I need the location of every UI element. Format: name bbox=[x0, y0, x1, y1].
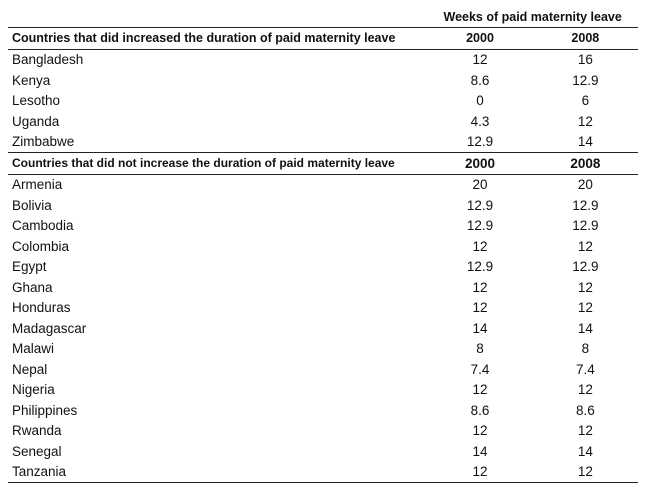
table-row: Uganda 4.3 12 bbox=[8, 111, 638, 132]
country-cell: Colombia bbox=[12, 238, 70, 254]
value-2008-cell: 8 bbox=[581, 341, 590, 357]
column-header-2008: 2008 bbox=[571, 31, 600, 46]
column-header-2008: 2008 bbox=[570, 155, 601, 171]
table-row: Bolivia 12.9 12.9 bbox=[8, 195, 638, 216]
table-row: Cambodia 12.9 12.9 bbox=[8, 216, 638, 237]
table-row: Armenia 20 20 bbox=[8, 175, 638, 196]
table-row: Senegal 14 14 bbox=[8, 441, 638, 462]
value-2008-cell: 12.9 bbox=[572, 259, 599, 275]
value-2008-cell: 14 bbox=[577, 320, 593, 336]
value-2008-cell: 12 bbox=[577, 300, 593, 316]
table-row: Egypt 12.9 12.9 bbox=[8, 257, 638, 278]
country-cell: Kenya bbox=[12, 72, 51, 88]
table-row: Honduras 12 12 bbox=[8, 298, 638, 319]
table-row: Madagascar 14 14 bbox=[8, 318, 638, 339]
country-cell: Bangladesh bbox=[12, 52, 84, 68]
table-bottom-rule bbox=[8, 482, 638, 483]
table-row: Colombia 12 12 bbox=[8, 236, 638, 257]
value-2008-cell: 12.9 bbox=[572, 197, 599, 213]
value-2000-cell: 14 bbox=[472, 320, 488, 336]
table-row: Rwanda 12 12 bbox=[8, 421, 638, 442]
value-2000-cell: 12 bbox=[472, 464, 488, 480]
value-2008-cell: 12 bbox=[577, 423, 593, 439]
value-2000-cell: 12.9 bbox=[466, 218, 494, 234]
value-2000-cell: 12 bbox=[472, 423, 488, 439]
value-2008-cell: 20 bbox=[577, 177, 593, 193]
table-row: Kenya 8.6 12.9 bbox=[8, 70, 638, 91]
table-body: Countries that did increased the duratio… bbox=[8, 27, 638, 482]
table-row: Nigeria 12 12 bbox=[8, 380, 638, 401]
value-2000-cell: 12 bbox=[472, 52, 488, 68]
value-2000-cell: 12.9 bbox=[466, 259, 494, 275]
country-cell: Senegal bbox=[12, 443, 62, 459]
value-2000-cell: 8.6 bbox=[470, 72, 490, 88]
value-2008-cell: 16 bbox=[577, 52, 593, 68]
value-2000-cell: 12.9 bbox=[466, 197, 494, 213]
country-cell: Ghana bbox=[12, 279, 53, 295]
value-2000-cell: 12 bbox=[472, 382, 488, 398]
country-cell: Bolivia bbox=[12, 197, 52, 213]
value-2008-cell: 6 bbox=[581, 93, 590, 109]
value-2008-cell: 12 bbox=[577, 113, 593, 129]
table-row: Ghana 12 12 bbox=[8, 277, 638, 298]
country-cell: Malawi bbox=[12, 341, 55, 357]
section-title: Countries that did not increase the dura… bbox=[12, 156, 395, 171]
value-2008-cell: 12 bbox=[577, 279, 593, 295]
value-2000-cell: 7.4 bbox=[470, 361, 490, 377]
country-cell: Philippines bbox=[12, 402, 78, 418]
country-cell: Honduras bbox=[12, 300, 71, 316]
country-cell: Rwanda bbox=[12, 423, 62, 439]
country-cell: Tanzania bbox=[12, 464, 67, 480]
value-2000-cell: 0 bbox=[476, 93, 484, 109]
section-header-row: Countries that did not increase the dura… bbox=[8, 152, 638, 175]
column-header-2000: 2000 bbox=[464, 155, 496, 171]
value-2000-cell: 12 bbox=[472, 279, 488, 295]
value-2008-cell: 14 bbox=[577, 443, 593, 459]
country-cell: Armenia bbox=[12, 177, 63, 193]
country-cell: Cambodia bbox=[12, 218, 74, 234]
value-2008-cell: 8.6 bbox=[575, 402, 595, 418]
value-2000-cell: 4.3 bbox=[470, 113, 490, 129]
section-title: Countries that did increased the duratio… bbox=[12, 31, 396, 46]
value-2000-cell: 20 bbox=[472, 177, 488, 193]
value-2000-cell: 12 bbox=[472, 300, 488, 316]
country-cell: Nepal bbox=[12, 361, 48, 377]
table-row: Zimbabwe 12.9 14 bbox=[8, 132, 638, 153]
value-2000-cell: 8.6 bbox=[470, 402, 490, 418]
column-group-label: Weeks of paid maternity leave bbox=[443, 10, 622, 24]
column-group-header-row: Weeks of paid maternity leave bbox=[8, 7, 638, 27]
value-2000-cell: 8 bbox=[476, 341, 484, 357]
value-2008-cell: 14 bbox=[577, 134, 593, 150]
column-header-2000: 2000 bbox=[466, 31, 494, 46]
value-2008-cell: 12.9 bbox=[572, 72, 599, 88]
table-row: Lesotho 0 6 bbox=[8, 91, 638, 112]
country-cell: Egypt bbox=[12, 259, 47, 275]
table-row: Malawi 8 8 bbox=[8, 339, 638, 360]
country-cell: Nigeria bbox=[12, 382, 55, 398]
maternity-leave-table: Weeks of paid maternity leave Countries … bbox=[8, 7, 638, 483]
country-cell: Zimbabwe bbox=[12, 134, 75, 150]
value-2000-cell: 12 bbox=[472, 238, 488, 254]
value-2000-cell: 12.9 bbox=[466, 134, 494, 150]
value-2008-cell: 12 bbox=[577, 382, 593, 398]
country-cell: Lesotho bbox=[12, 93, 61, 109]
value-2008-cell: 7.4 bbox=[575, 361, 595, 377]
country-cell: Uganda bbox=[12, 113, 60, 129]
section-header-row: Countries that did increased the duratio… bbox=[8, 27, 638, 50]
value-2008-cell: 12 bbox=[577, 238, 593, 254]
table-row: Philippines 8.6 8.6 bbox=[8, 400, 638, 421]
table-row: Nepal 7.4 7.4 bbox=[8, 359, 638, 380]
value-2008-cell: 12 bbox=[577, 464, 593, 480]
value-2000-cell: 14 bbox=[472, 443, 488, 459]
table-row: Bangladesh 12 16 bbox=[8, 50, 638, 71]
value-2008-cell: 12.9 bbox=[572, 218, 599, 234]
table-row: Tanzania 12 12 bbox=[8, 462, 638, 483]
country-cell: Madagascar bbox=[12, 320, 87, 336]
